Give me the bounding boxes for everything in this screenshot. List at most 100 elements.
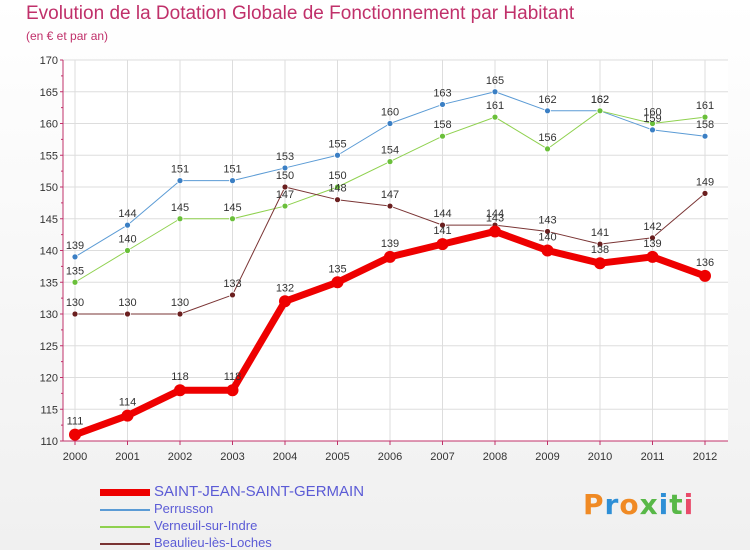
data-label: 162 bbox=[538, 94, 556, 106]
legend-swatch bbox=[100, 489, 150, 496]
data-point bbox=[649, 234, 656, 242]
data-point bbox=[229, 177, 236, 185]
data-point bbox=[279, 295, 291, 308]
data-label: 144 bbox=[118, 208, 136, 220]
data-point bbox=[69, 428, 81, 441]
data-point bbox=[436, 238, 449, 251]
data-label: 140 bbox=[118, 234, 136, 246]
data-label: 114 bbox=[119, 397, 137, 409]
data-label: 130 bbox=[171, 297, 189, 309]
data-label: 155 bbox=[328, 138, 346, 150]
data-label: 162 bbox=[591, 94, 609, 106]
logo-letter: i bbox=[658, 488, 670, 521]
data-label: 118 bbox=[224, 371, 242, 383]
y-tick-label: 130 bbox=[40, 309, 58, 321]
data-point bbox=[386, 202, 394, 210]
y-tick-label: 110 bbox=[40, 436, 58, 448]
data-point bbox=[281, 164, 289, 172]
y-tick-label: 135 bbox=[40, 277, 58, 289]
legend-label: Perrusson bbox=[154, 501, 214, 516]
logo-letter: x bbox=[639, 488, 659, 521]
chart-subtitle: (en € et par an) bbox=[26, 29, 109, 43]
data-label: 156 bbox=[538, 132, 556, 144]
data-point bbox=[439, 132, 446, 140]
data-label: 147 bbox=[381, 189, 399, 201]
data-label: 141 bbox=[591, 227, 609, 239]
data-label: 150 bbox=[276, 170, 294, 182]
data-label: 150 bbox=[328, 170, 346, 182]
data-point bbox=[544, 107, 551, 115]
data-point bbox=[124, 247, 131, 254]
data-label: 130 bbox=[118, 297, 136, 309]
x-tick-label: 2005 bbox=[325, 451, 349, 463]
logo-letter: r bbox=[604, 488, 620, 521]
data-point bbox=[439, 221, 446, 229]
logo-letter: P bbox=[583, 488, 605, 521]
data-point bbox=[594, 257, 606, 270]
legend-item-saint-jean: SAINT-JEAN-SAINT-GERMAIN bbox=[100, 483, 400, 501]
y-tick-label: 165 bbox=[40, 87, 58, 99]
data-label: 160 bbox=[643, 107, 661, 119]
y-tick-label: 145 bbox=[40, 214, 58, 226]
data-label: 130 bbox=[66, 297, 84, 309]
data-label: 153 bbox=[276, 151, 294, 163]
data-label: 140 bbox=[538, 232, 556, 244]
data-label: 135 bbox=[328, 263, 346, 275]
y-tick-label: 155 bbox=[40, 150, 58, 162]
data-label: 132 bbox=[276, 282, 294, 294]
data-point bbox=[649, 120, 656, 127]
chart-title: Evolution de la Dotation Globale de Fonc… bbox=[26, 3, 575, 24]
logo-letter: o bbox=[619, 488, 640, 521]
data-label: 139 bbox=[381, 238, 399, 250]
data-label: 165 bbox=[486, 75, 504, 87]
data-point bbox=[334, 151, 341, 159]
data-label: 154 bbox=[381, 145, 399, 157]
data-point bbox=[281, 183, 289, 191]
data-point bbox=[334, 183, 341, 191]
legend-swatch bbox=[100, 543, 150, 545]
data-point bbox=[386, 158, 394, 166]
legend-label: Verneuil-sur-Indre bbox=[154, 518, 258, 533]
legend-swatch bbox=[100, 526, 150, 528]
data-point bbox=[121, 409, 134, 422]
data-point bbox=[544, 145, 551, 153]
y-tick-label: 170 bbox=[40, 55, 58, 67]
data-point bbox=[541, 244, 554, 257]
data-label: 151 bbox=[171, 164, 189, 176]
x-tick-label: 2006 bbox=[378, 451, 402, 463]
data-label: 118 bbox=[171, 371, 189, 383]
data-point bbox=[229, 215, 236, 223]
data-point bbox=[596, 107, 604, 115]
data-point bbox=[124, 221, 131, 229]
y-tick-label: 115 bbox=[40, 404, 58, 416]
data-label: 162 bbox=[591, 94, 609, 106]
x-tick-label: 2004 bbox=[273, 451, 297, 463]
data-point bbox=[491, 88, 499, 96]
data-point bbox=[176, 310, 184, 318]
data-point bbox=[176, 177, 184, 185]
data-label: 163 bbox=[433, 87, 451, 99]
data-point bbox=[489, 225, 501, 238]
proxiti-logo: Proxiti bbox=[583, 488, 694, 521]
x-tick-label: 2002 bbox=[168, 451, 192, 463]
y-tick-label: 125 bbox=[40, 341, 58, 353]
data-label: 139 bbox=[66, 240, 84, 252]
data-label: 151 bbox=[223, 164, 241, 176]
x-tick-label: 2003 bbox=[220, 451, 244, 463]
data-label: 158 bbox=[696, 119, 714, 131]
data-label: 135 bbox=[66, 265, 84, 277]
data-point bbox=[384, 250, 396, 263]
legend: SAINT-JEAN-SAINT-GERMAIN Perrusson Verne… bbox=[100, 483, 400, 552]
data-label: 158 bbox=[433, 119, 451, 131]
data-point bbox=[701, 132, 709, 140]
data-label: 136 bbox=[696, 257, 714, 269]
data-point bbox=[701, 113, 709, 121]
data-label: 111 bbox=[67, 416, 84, 428]
data-point bbox=[226, 384, 239, 397]
x-tick-label: 2008 bbox=[483, 451, 507, 463]
data-point bbox=[229, 291, 236, 299]
data-point bbox=[174, 384, 186, 397]
data-point bbox=[439, 101, 446, 108]
